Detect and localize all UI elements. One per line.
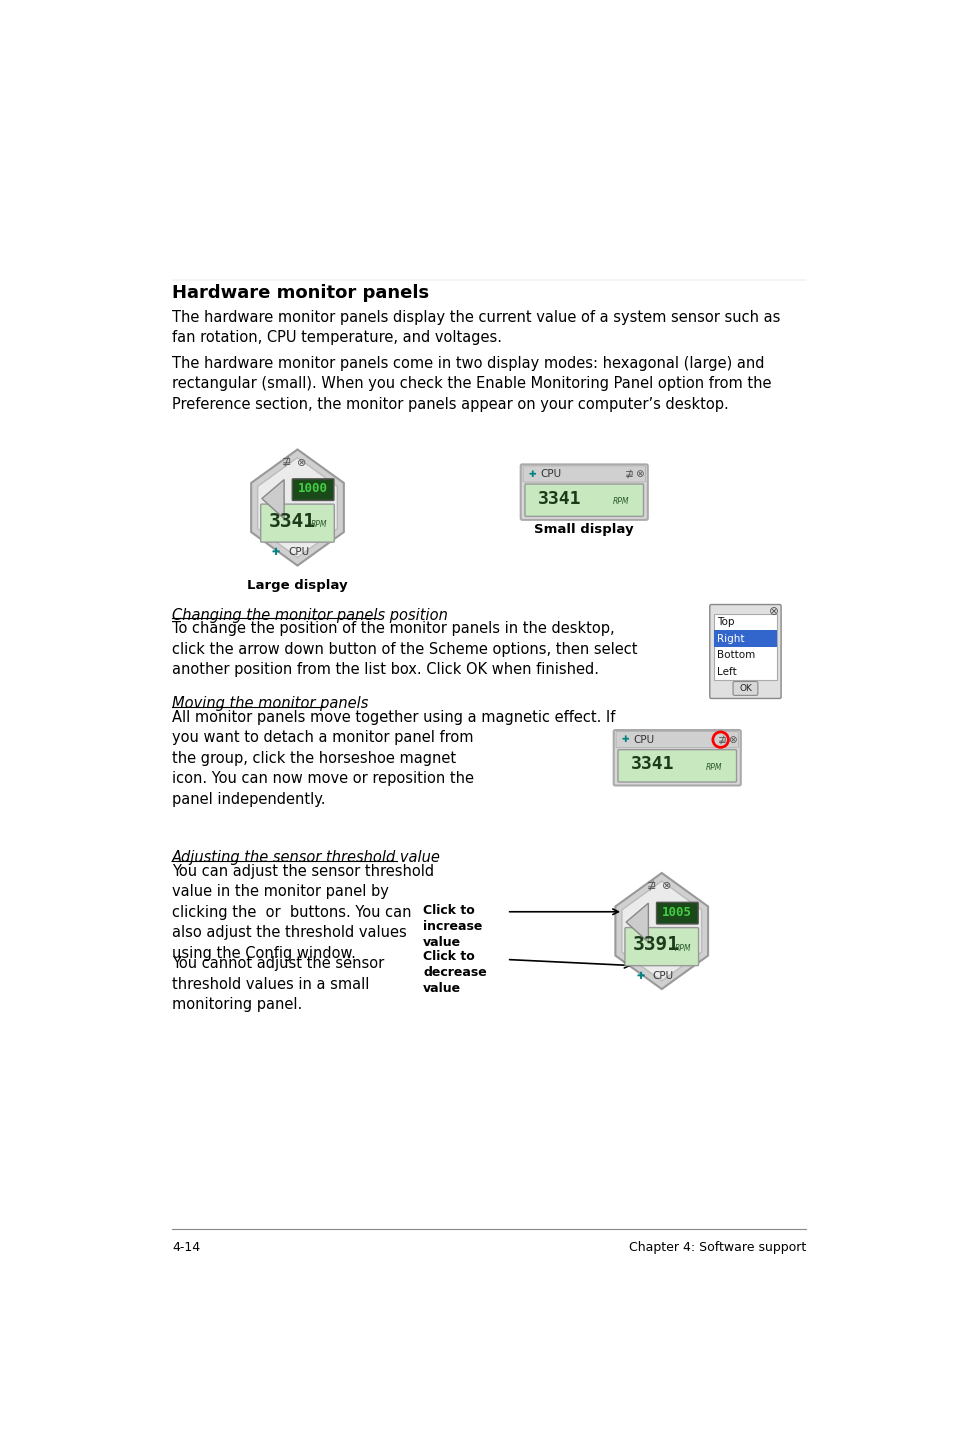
Text: Click to
increase
value: Click to increase value <box>422 905 482 949</box>
Text: 4-14: 4-14 <box>172 1241 200 1254</box>
Text: CPU: CPU <box>540 469 561 479</box>
FancyBboxPatch shape <box>613 731 740 785</box>
Text: 3341: 3341 <box>537 490 580 508</box>
FancyBboxPatch shape <box>618 749 736 782</box>
Text: The hardware monitor panels display the current value of a system sensor such as: The hardware monitor panels display the … <box>172 309 780 345</box>
Text: 3341: 3341 <box>630 755 674 774</box>
Text: Changing the monitor panels position: Changing the monitor panels position <box>172 608 447 623</box>
Polygon shape <box>615 873 707 989</box>
Text: ⊗: ⊗ <box>660 881 670 892</box>
Text: RPM: RPM <box>674 943 691 953</box>
Text: Bottom: Bottom <box>716 650 754 660</box>
Text: ✚: ✚ <box>272 548 279 557</box>
FancyBboxPatch shape <box>709 604 781 699</box>
FancyBboxPatch shape <box>520 464 647 519</box>
Text: ✚: ✚ <box>636 971 643 981</box>
FancyBboxPatch shape <box>624 928 698 966</box>
Text: Left: Left <box>716 667 736 677</box>
Text: Adjusting the sensor threshold value: Adjusting the sensor threshold value <box>172 850 440 866</box>
FancyBboxPatch shape <box>656 902 698 925</box>
Text: RPM: RPM <box>311 521 327 529</box>
Text: ⊗: ⊗ <box>635 469 643 479</box>
Text: Click to
decrease
value: Click to decrease value <box>422 951 486 995</box>
Text: Chapter 4: Software support: Chapter 4: Software support <box>628 1241 805 1254</box>
Polygon shape <box>257 457 337 558</box>
Text: 3341: 3341 <box>269 512 315 531</box>
FancyBboxPatch shape <box>524 485 643 516</box>
Text: ⋣: ⋣ <box>646 881 655 892</box>
Text: ⊗: ⊗ <box>768 605 779 618</box>
Text: Hardware monitor panels: Hardware monitor panels <box>172 285 429 302</box>
Text: To change the position of the monitor panels in the desktop,
click the arrow dow: To change the position of the monitor pa… <box>172 621 637 677</box>
Text: OK: OK <box>739 684 751 693</box>
Text: ⋣: ⋣ <box>624 469 633 479</box>
Text: CPU: CPU <box>652 971 673 981</box>
Text: Small display: Small display <box>534 523 634 536</box>
Text: You can adjust the sensor threshold
value in the monitor panel by
clicking the  : You can adjust the sensor threshold valu… <box>172 864 434 961</box>
Text: RPM: RPM <box>705 762 722 772</box>
Text: Moving the monitor panels: Moving the monitor panels <box>172 696 368 712</box>
FancyBboxPatch shape <box>713 630 777 647</box>
Text: All monitor panels move together using a magnetic effect. If
you want to detach : All monitor panels move together using a… <box>172 710 615 807</box>
Text: Right: Right <box>716 634 743 644</box>
Text: 1005: 1005 <box>661 906 692 919</box>
FancyBboxPatch shape <box>732 682 757 696</box>
Text: 1000: 1000 <box>297 482 328 495</box>
Text: ⊗: ⊗ <box>297 457 306 467</box>
Text: ⋣: ⋣ <box>282 457 292 467</box>
Text: Top: Top <box>716 617 734 627</box>
Text: CPU: CPU <box>288 548 309 557</box>
Text: Large display: Large display <box>247 580 348 592</box>
FancyBboxPatch shape <box>713 614 777 680</box>
Text: You cannot adjust the sensor
threshold values in a small
monitoring panel.: You cannot adjust the sensor threshold v… <box>172 956 384 1012</box>
FancyBboxPatch shape <box>260 505 334 542</box>
Text: ⊗: ⊗ <box>727 735 736 745</box>
Polygon shape <box>251 450 343 565</box>
FancyBboxPatch shape <box>292 479 334 500</box>
Text: ✚: ✚ <box>621 735 628 745</box>
Text: ✚: ✚ <box>528 470 536 479</box>
FancyBboxPatch shape <box>522 466 645 482</box>
Text: ⋣: ⋣ <box>717 735 726 745</box>
Text: 3391: 3391 <box>633 935 679 955</box>
Text: CPU: CPU <box>633 735 655 745</box>
FancyBboxPatch shape <box>616 732 738 748</box>
Polygon shape <box>621 881 700 981</box>
Polygon shape <box>625 903 648 942</box>
Text: RPM: RPM <box>613 498 629 506</box>
Text: The hardware monitor panels come in two display modes: hexagonal (large) and
rec: The hardware monitor panels come in two … <box>172 355 771 411</box>
Polygon shape <box>261 480 284 519</box>
